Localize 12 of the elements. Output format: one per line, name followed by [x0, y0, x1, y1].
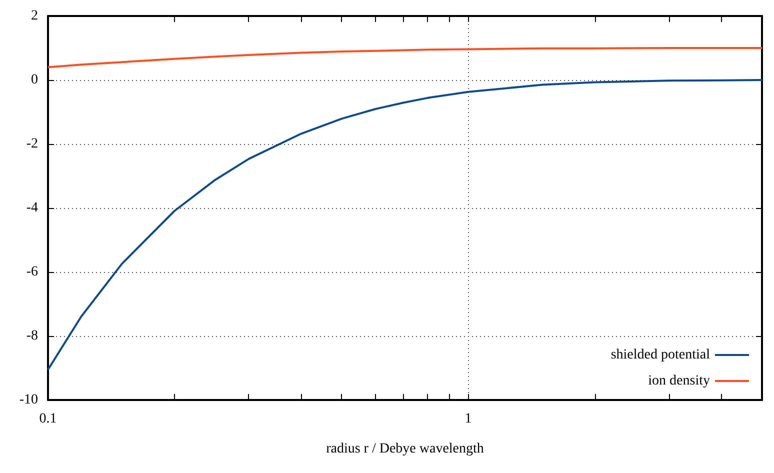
- y-tick-label: -10: [19, 392, 38, 408]
- y-tick-label: -4: [26, 200, 38, 216]
- y-tick-label: 2: [31, 8, 38, 24]
- x-tick-label: 0.1: [39, 412, 57, 426]
- y-tick-label: -8: [26, 328, 38, 344]
- x-axis-title: radius r / Debye wavelength: [326, 442, 484, 456]
- y-tick-label: -2: [26, 136, 38, 152]
- legend-label: ion density: [648, 374, 710, 388]
- x-tick-label: 1: [464, 412, 472, 426]
- y-tick-label: -6: [26, 264, 38, 280]
- legend-label: shielded potential: [610, 348, 710, 362]
- y-tick-label: 0: [31, 72, 38, 88]
